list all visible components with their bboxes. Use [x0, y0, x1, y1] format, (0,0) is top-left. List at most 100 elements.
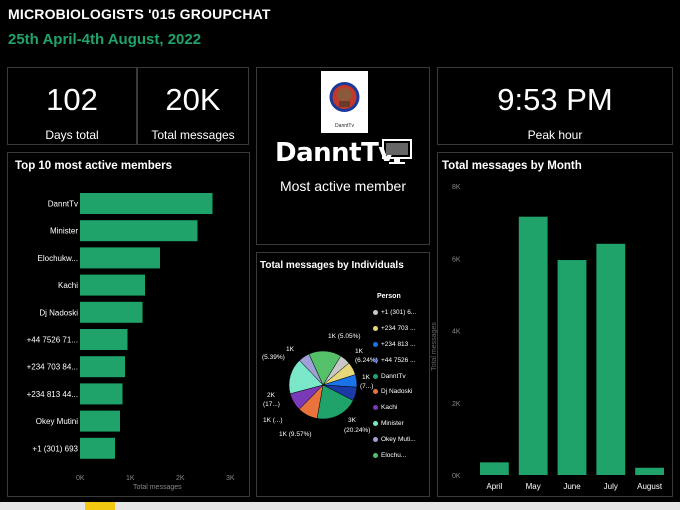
computer-icon	[382, 139, 412, 164]
pie-legend-label: DanntTv	[381, 372, 406, 380]
legend-dot-icon	[373, 341, 378, 347]
kpi-peak-label: Peak hour	[527, 128, 583, 142]
most-active-member-card[interactable]: DanntTv DanntTv Most active member	[256, 67, 430, 245]
top-members-xtick: 1K	[126, 475, 135, 482]
pie-label-6: 1K (...)	[263, 417, 283, 424]
legend-dot-icon	[373, 452, 378, 458]
monthly-ytick: 4K	[452, 329, 461, 336]
legend-dot-icon	[373, 405, 378, 411]
monthly-chart[interactable]: Total messages by Month 0K 2K 4K 6K 8K April M…	[431, 152, 673, 497]
pie-legend-label: Elochu...	[381, 451, 407, 459]
top-members-chart[interactable]: Top 10 most active members 0K 1K 2K 3K Dannt…	[7, 152, 250, 497]
pie-legend-item[interactable]: Kachi	[373, 400, 416, 416]
monthly-bar	[480, 462, 509, 475]
member-label: Most active member	[279, 178, 407, 194]
pie-label-4b: (20.24%)	[344, 427, 371, 434]
top-members-bar-label: Elochukw...	[38, 254, 78, 263]
top-members-bar-label: +234 703 84...	[27, 363, 78, 372]
top-members-bar	[80, 356, 125, 378]
pie-slice	[308, 350, 342, 386]
pie-legend-label: +44 7526 ...	[381, 356, 416, 364]
kpi-messages-card[interactable]: 20K Total messages	[137, 67, 249, 145]
pie-label-2a: 1K	[355, 348, 363, 355]
pie-label-2b: (6.24%)	[355, 357, 378, 364]
top-members-bar	[80, 329, 128, 350]
pie-legend-label: Kachi	[381, 404, 398, 412]
kpi-messages-label: Total messages	[151, 128, 235, 142]
monthly-ylabel: Total messages	[430, 322, 438, 371]
legend-dot-icon	[373, 310, 378, 316]
pie-legend-item[interactable]: +234 703 ...	[373, 321, 416, 337]
pie-label-1: 1K (5.05%)	[328, 333, 361, 340]
member-avatar: DanntTv	[321, 71, 368, 133]
pie-legend-item[interactable]: Minister	[373, 416, 416, 432]
pie-title: Total messages by Individuals	[260, 260, 404, 271]
top-members-xlabel: Total messages	[133, 484, 182, 491]
monthly-bar	[518, 216, 548, 476]
kpi-messages-value: 20K	[165, 82, 221, 117]
legend-dot-icon	[373, 326, 378, 332]
legend-dot-icon	[373, 436, 378, 442]
monthly-ytick: 0K	[452, 473, 461, 480]
person-avatar-icon	[329, 82, 360, 112]
top-members-bar	[80, 247, 160, 269]
kpi-days-value: 102	[46, 82, 98, 117]
pie-legend-title: Person	[377, 293, 401, 300]
pie-label-8b: (5.39%)	[262, 354, 285, 361]
monthly-xtick: June	[563, 482, 581, 491]
date-range: 25th April-4th August, 2022	[8, 31, 202, 48]
legend-dot-icon	[373, 373, 378, 379]
top-members-bar	[80, 437, 115, 459]
pie-label-7a: 2K	[267, 392, 275, 399]
kpi-peak-value: 9:53 PM	[497, 82, 613, 117]
pie-label-3b: (7...)	[360, 383, 374, 390]
pie-legend-label: +234 703 ...	[381, 325, 416, 333]
pie-legend-label: Dj Nadoski	[381, 388, 413, 396]
top-members-bar-label: +44 7526 71...	[27, 336, 78, 345]
legend-dot-icon	[373, 357, 378, 363]
individuals-pie-chart[interactable]: Total messages by Individuals Person +1 …	[256, 252, 430, 497]
pie-legend-label: +1 (301) 6...	[381, 309, 417, 317]
monthly-xtick: August	[637, 482, 663, 491]
top-members-bar	[80, 220, 198, 242]
taskbar-app-tab[interactable]	[85, 502, 115, 510]
monthly-plot: 0K 2K 4K 6K 8K April May June July August	[452, 184, 664, 491]
pie-legend-item[interactable]: Elochu...	[373, 447, 416, 463]
kpi-days-label: Days total	[45, 128, 99, 142]
top-members-title: Top 10 most active members	[15, 160, 173, 172]
pie-legend-item[interactable]: Okey Muti...	[373, 431, 416, 447]
monthly-ytick: 8K	[452, 184, 461, 191]
pie-label-8a: 1K	[286, 346, 294, 353]
pie-legend-item[interactable]: DanntTv	[373, 368, 416, 384]
taskbar	[0, 502, 680, 510]
kpi-peak-card[interactable]: 9:53 PM Peak hour	[437, 67, 673, 145]
monthly-xtick: July	[604, 482, 618, 491]
pie-plot	[288, 350, 358, 420]
pie-legend-item[interactable]: +234 813 ...	[373, 337, 416, 353]
kpi-days-card[interactable]: 102 Days total	[7, 67, 137, 145]
top-members-bar	[80, 410, 120, 432]
pie-legend-item[interactable]: +44 7526 ...	[373, 352, 416, 368]
top-members-bar-label: Minister	[50, 227, 78, 236]
pie-legend: +1 (301) 6... +234 703 ... +234 813 ... +44…	[373, 305, 416, 463]
legend-dot-icon	[373, 389, 378, 395]
monthly-ytick: 2K	[452, 401, 461, 408]
top-members-xtick: 3K	[226, 475, 235, 482]
top-members-bar-label: Dj Nadoski	[39, 308, 78, 317]
top-members-bar-label: Kachi	[58, 281, 78, 290]
top-members-xtick: 2K	[176, 475, 185, 482]
top-members-bar	[80, 274, 145, 296]
pie-legend-label: Minister	[381, 419, 404, 427]
top-members-plot: 0K 1K 2K 3K DanntTv Minister Elochukw... Kachi D…	[27, 193, 235, 482]
pie-legend-item[interactable]: Dj Nadoski	[373, 384, 416, 400]
dashboard-title: MICROBIOLOGISTS '015 GROUPCHAT	[8, 6, 271, 22]
pie-label-3a: 1K	[362, 374, 370, 381]
top-members-bar	[80, 193, 213, 214]
pie-label-5: 1K (9.57%)	[279, 431, 312, 438]
monthly-bar	[557, 260, 587, 475]
pie-legend-item[interactable]: +1 (301) 6...	[373, 305, 416, 321]
top-members-xtick: 0K	[76, 475, 85, 482]
top-members-bar	[80, 301, 143, 323]
pie-slice	[316, 384, 354, 420]
monthly-xtick: May	[526, 482, 541, 491]
